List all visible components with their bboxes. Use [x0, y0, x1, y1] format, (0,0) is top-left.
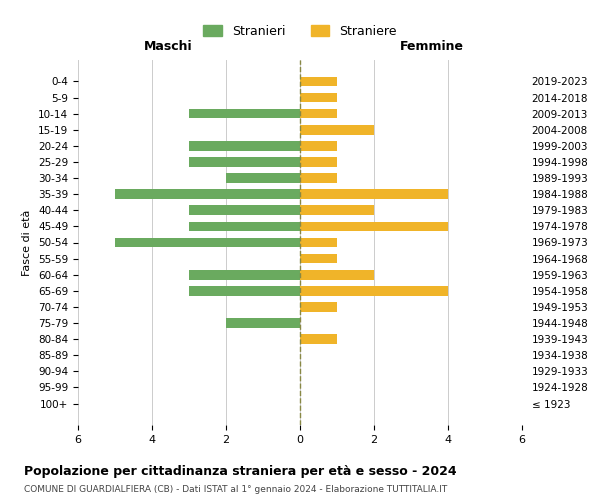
Bar	[300, 125, 374, 134]
Text: Maschi: Maschi	[143, 40, 193, 52]
Y-axis label: Fasce di età: Fasce di età	[22, 210, 32, 276]
Bar	[189, 109, 300, 118]
Bar	[300, 302, 337, 312]
Text: COMUNE DI GUARDIALFIERA (CB) - Dati ISTAT al 1° gennaio 2024 - Elaborazione TUTT: COMUNE DI GUARDIALFIERA (CB) - Dati ISTA…	[24, 485, 447, 494]
Bar	[300, 173, 337, 183]
Bar	[300, 206, 374, 215]
Bar	[300, 92, 337, 102]
Bar	[300, 286, 448, 296]
Bar	[189, 157, 300, 167]
Bar	[300, 238, 337, 248]
Bar	[300, 254, 337, 264]
Bar	[189, 286, 300, 296]
Bar	[189, 270, 300, 280]
Text: Popolazione per cittadinanza straniera per età e sesso - 2024: Popolazione per cittadinanza straniera p…	[24, 465, 457, 478]
Bar	[300, 190, 448, 199]
Text: Femmine: Femmine	[400, 40, 464, 52]
Bar	[300, 141, 337, 150]
Bar	[300, 76, 337, 86]
Bar	[189, 222, 300, 231]
Bar	[300, 157, 337, 167]
Bar	[300, 222, 448, 231]
Y-axis label: Anni di nascita: Anni di nascita	[598, 201, 600, 284]
Bar	[226, 318, 300, 328]
Bar	[300, 270, 374, 280]
Bar	[300, 334, 337, 344]
Bar	[300, 109, 337, 118]
Bar	[189, 206, 300, 215]
Bar	[115, 238, 300, 248]
Bar	[189, 141, 300, 150]
Bar	[226, 173, 300, 183]
Bar	[115, 190, 300, 199]
Legend: Stranieri, Straniere: Stranieri, Straniere	[197, 19, 403, 44]
